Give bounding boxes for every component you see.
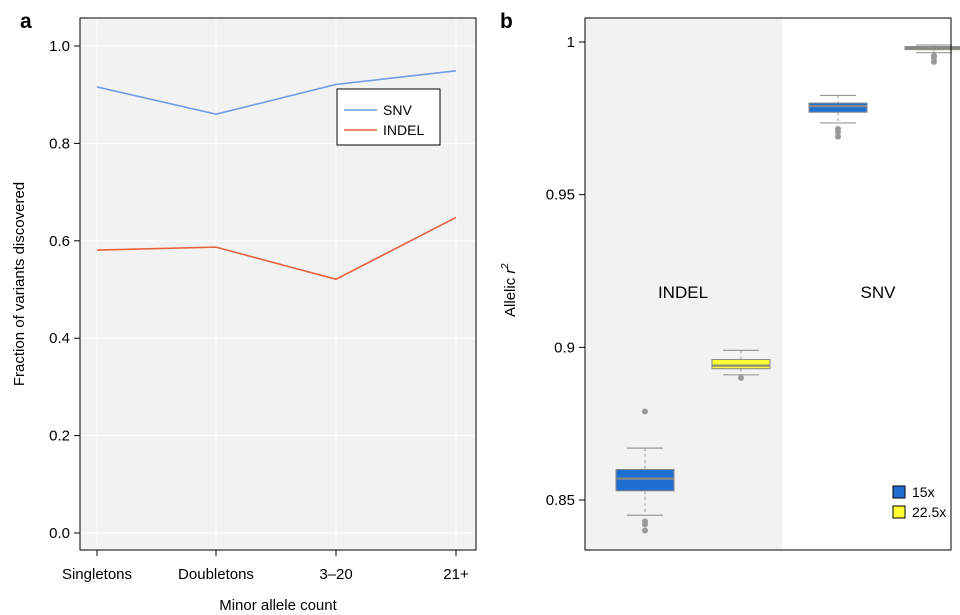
panel-b-outlier: [738, 374, 744, 381]
panel-a-ytick-label: 0.4: [49, 330, 70, 347]
panel-a-legend: SNV INDEL: [336, 88, 441, 146]
panel-b-group-label-snv: SNV: [861, 283, 897, 302]
panel-b-ytick-label: 0.85: [546, 492, 575, 509]
panel-b-outlier: [642, 521, 648, 528]
panel-b-box-chart: 0.85 0.9 0.95 1 INDEL SNV Allelic r2 15x 22.…: [500, 17, 960, 551]
panel-b-box-body: [808, 102, 868, 113]
panel-a-ylabel: Fraction of variants discovered: [11, 182, 28, 386]
panel-b-box-snv-22_5x: [904, 44, 960, 65]
panel-a-series-line-snv: [96, 70, 457, 116]
panel-b-ytick-label: 0.9: [554, 339, 575, 356]
panel-a-ytick-label: 1.0: [49, 38, 70, 55]
panel-b-legend-swatch: [892, 485, 906, 499]
panel-b-ylabel-sup: 2: [500, 263, 511, 269]
panel-a-ytick-label: 0.8: [49, 135, 70, 152]
panel-a-ytick-label: 0.2: [49, 428, 70, 445]
panel-b-box-snv-15x: [808, 94, 868, 140]
panel-b-ylabel: Allelic r2: [500, 263, 519, 317]
panel-b-legend: 15x 22.5x: [892, 484, 946, 520]
panel-a-xtick-label: Doubletons: [178, 566, 254, 583]
panel-a-xtick-label: 3–20: [319, 566, 352, 583]
panel-b-legend-label: 15x: [912, 484, 935, 500]
panel-b-label: b: [500, 10, 513, 33]
panel-a-xlabel: Minor allele count: [219, 597, 337, 614]
panel-b-outlier: [642, 408, 648, 415]
panel-a-ytick-label: 0.0: [49, 525, 70, 542]
panel-b-ylabel-var: r: [502, 268, 519, 274]
panel-b-ylabel-text: Allelic: [502, 277, 519, 317]
panel-a-line-chart: 0.0 0.2 0.4 0.6 0.8 1.0 Singletons Doubletons 3…: [11, 17, 477, 614]
panel-b-ytick-label: 1: [567, 34, 575, 51]
panel-a-label: a: [20, 10, 32, 33]
panel-a-series-line-indel: [96, 216, 457, 281]
panel-a-legend-label: INDEL: [383, 122, 424, 138]
panel-b-box-indel-22_5x: [711, 349, 771, 381]
panel-a-legend-label: SNV: [383, 102, 412, 118]
panel-b-box-body: [615, 468, 675, 492]
panel-b-outlier: [931, 58, 937, 65]
panel-b-legend-label: 22.5x: [912, 504, 946, 520]
panel-b-box-body: [711, 359, 771, 370]
panel-b-outlier: [835, 133, 841, 140]
panel-b-outlier: [835, 129, 841, 136]
panel-b-group-label-indel: INDEL: [658, 283, 708, 302]
panel-a-xtick-label: 21+: [443, 566, 469, 583]
panel-b-ytick-label: 0.95: [546, 187, 575, 204]
panel-b-indel-group-shade: [585, 18, 782, 550]
panel-a-xtick-label: Singletons: [62, 566, 132, 583]
panel-a-plot-frame: [79, 17, 477, 551]
panel-b-box-indel-15x: [615, 408, 675, 534]
panel-a-ytick-label: 0.6: [49, 233, 70, 250]
panel-b-legend-swatch: [892, 505, 906, 519]
panel-b-outlier: [642, 527, 648, 534]
panel-a-legend-box: [336, 88, 441, 146]
panel-b-plot-frame: [584, 17, 952, 551]
